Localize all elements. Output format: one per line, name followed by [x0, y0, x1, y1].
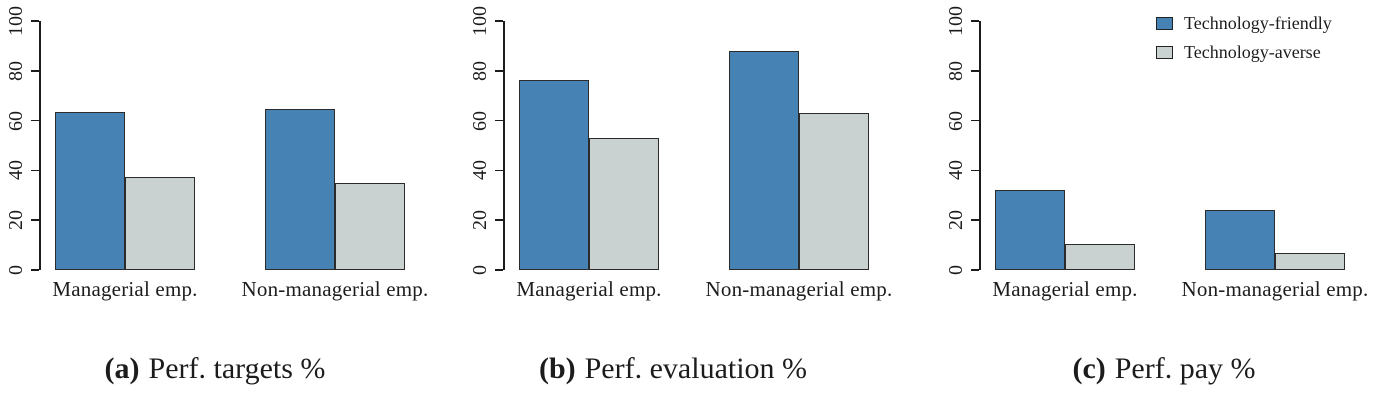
legend-label-technology-averse: Technology-averse: [1184, 42, 1321, 62]
y-tick-label: 60: [944, 110, 967, 131]
legend: Technology-friendly Technology-averse: [1156, 13, 1332, 63]
legend-item-technology-averse: Technology-averse: [1156, 42, 1332, 63]
y-axis-tick: [31, 269, 39, 271]
x-category-label: Managerial emp.: [52, 277, 198, 301]
x-category-label: Non-managerial emp.: [705, 277, 893, 301]
legend-label-technology-friendly: Technology-friendly: [1184, 13, 1332, 33]
y-tick-label: 100: [944, 6, 967, 36]
caption-c-label: (c): [1072, 352, 1106, 385]
y-tick-label: 40: [468, 160, 491, 181]
bar-technology-averse: [335, 182, 405, 270]
y-axis-tick: [495, 169, 503, 172]
bar-technology-friendly: [265, 109, 335, 270]
y-tick-label: 20: [944, 210, 967, 231]
bar-technology-averse: [799, 113, 869, 270]
x-category-label: Non-managerial emp.: [241, 277, 429, 301]
chart-panel-b: 0 20 40 60 80 100 Managerial emp. Non-manageria…: [458, 0, 916, 330]
y-axis-tick: [971, 169, 979, 172]
y-tick-label: 100: [468, 6, 491, 36]
y-axis-tick: [495, 119, 503, 122]
y-tick-label: 20: [4, 210, 27, 231]
legend-item-technology-friendly: Technology-friendly: [1156, 13, 1332, 34]
y-axis-tick: [495, 20, 503, 22]
bar-technology-averse: [1275, 252, 1345, 270]
x-category-label: Managerial emp.: [516, 277, 662, 301]
bar-technology-friendly: [729, 50, 799, 270]
caption-b-label: (b): [538, 352, 576, 385]
y-tick-label: 80: [944, 60, 967, 81]
y-axis-tick: [31, 20, 39, 22]
caption-a-label: (a): [104, 352, 140, 385]
y-tick-label: 20: [468, 210, 491, 231]
y-axis-tick: [495, 70, 503, 72]
y-axis-tick: [971, 119, 979, 122]
bar-technology-averse: [1065, 243, 1135, 270]
bar-technology-friendly: [55, 111, 125, 270]
caption-c: (c) Perf. pay %: [1004, 352, 1324, 386]
y-axis-tick: [31, 70, 39, 72]
legend-swatch-technology-averse-icon: [1156, 46, 1173, 59]
x-category-label: Managerial emp.: [992, 277, 1138, 301]
bar-technology-averse: [125, 176, 195, 270]
y-axis-tick: [495, 219, 503, 221]
y-axis-tick: [31, 169, 39, 172]
legend-swatch-technology-friendly-icon: [1156, 17, 1173, 30]
caption-b: (b) Perf. evaluation %: [513, 352, 833, 386]
caption-a-text: Perf. targets %: [148, 352, 326, 385]
y-tick-label: 80: [4, 60, 27, 81]
y-axis-tick: [971, 219, 979, 221]
chart-panel-a: 0 20 40 60 80 100 Managerial emp. Non-manageria…: [0, 0, 458, 330]
y-axis-tick: [495, 269, 503, 271]
caption-a: (a) Perf. targets %: [55, 352, 375, 386]
y-tick-label: 100: [4, 6, 27, 36]
caption-b-text: Perf. evaluation %: [584, 352, 808, 385]
y-tick-label: 40: [4, 160, 27, 181]
y-tick-label: 60: [4, 110, 27, 131]
y-axis-tick: [31, 219, 39, 221]
caption-c-text: Perf. pay %: [1114, 352, 1256, 385]
y-tick-label: 80: [468, 60, 491, 81]
bar-technology-friendly: [995, 190, 1065, 270]
y-tick-label: 60: [468, 110, 491, 131]
y-tick-label: 40: [944, 160, 967, 181]
x-category-label: Non-managerial emp.: [1181, 277, 1369, 301]
y-axis-tick: [971, 70, 979, 72]
y-axis: [979, 21, 981, 270]
bar-technology-friendly: [1205, 210, 1275, 270]
bar-technology-averse: [589, 138, 659, 270]
y-axis-tick: [31, 119, 39, 122]
bar-technology-friendly: [519, 79, 589, 270]
y-axis-tick: [971, 20, 979, 22]
y-axis: [503, 21, 505, 270]
y-axis-tick: [971, 269, 979, 271]
y-axis: [39, 21, 41, 270]
